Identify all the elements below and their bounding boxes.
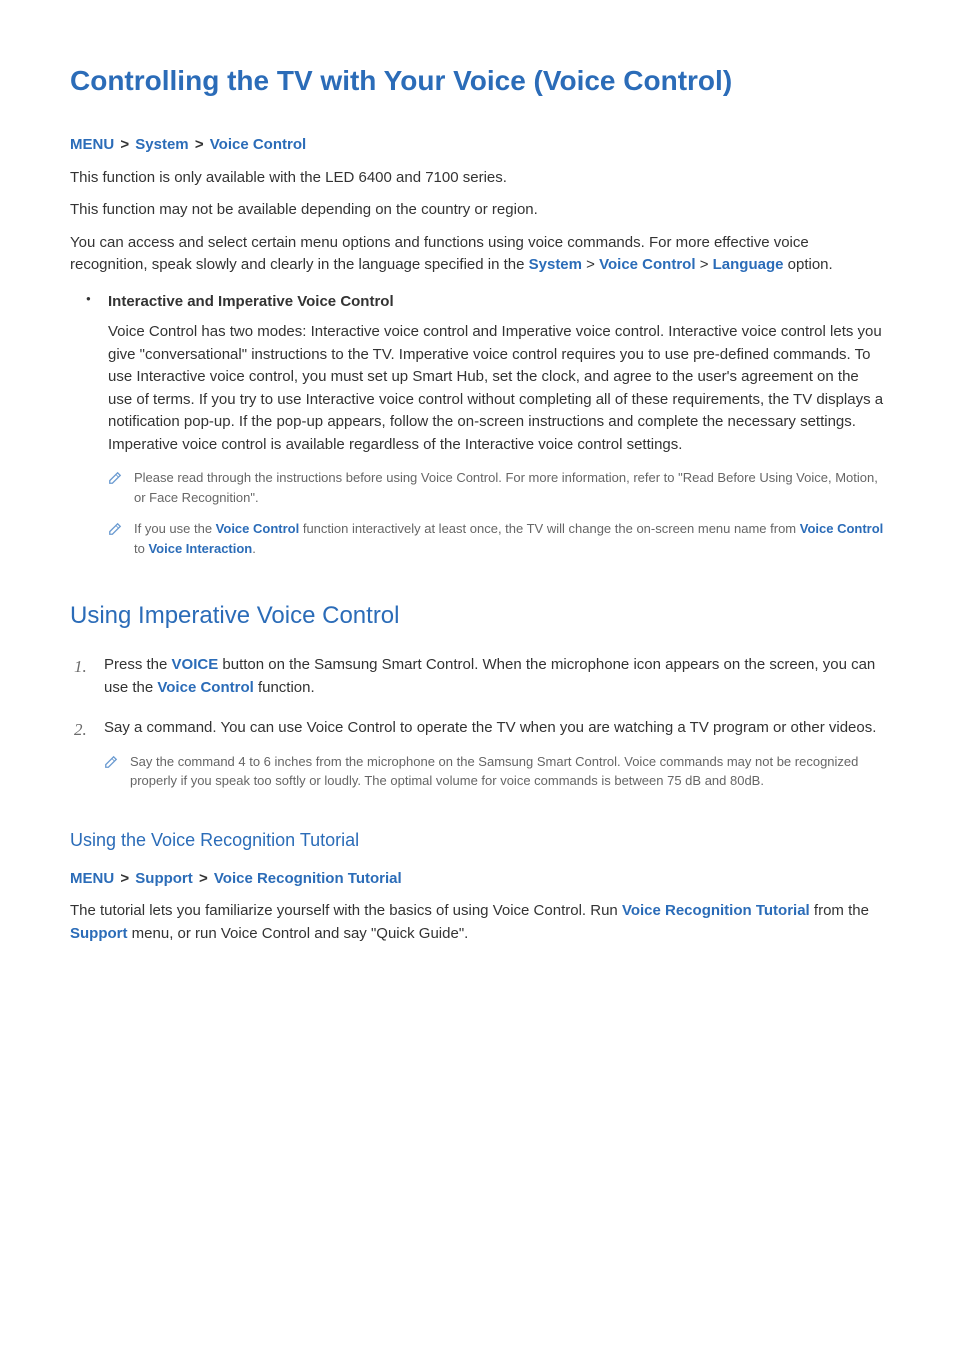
bullet-body: Voice Control has two modes: Interactive… — [108, 321, 884, 456]
step-item: Say a command. You can use Voice Control… — [70, 717, 884, 791]
pencil-icon — [104, 754, 118, 777]
body-text: The tutorial lets you familiarize yourse… — [70, 900, 884, 945]
text: If you use the — [134, 521, 216, 536]
pencil-icon — [108, 521, 122, 544]
breadcrumb-sep: > — [197, 870, 210, 887]
breadcrumb-item: Voice Control — [210, 136, 306, 153]
menu-term: Support — [70, 925, 128, 942]
breadcrumb: MENU > System > Voice Control — [70, 134, 884, 157]
text: You can access and select certain menu o… — [70, 234, 809, 274]
menu-term: Voice Control — [157, 679, 253, 696]
page-title: Controlling the TV with Your Voice (Voic… — [70, 60, 884, 102]
note: If you use the Voice Control function in… — [108, 519, 884, 558]
note-text: Say the command 4 to 6 inches from the m… — [130, 752, 884, 791]
breadcrumb-item: System — [135, 136, 188, 153]
body-text: This function may not be available depen… — [70, 199, 884, 222]
text: Say a command. You can use Voice Control… — [104, 719, 876, 736]
breadcrumb: MENU > Support > Voice Recognition Tutor… — [70, 868, 884, 891]
menu-path: Voice Control — [599, 256, 695, 273]
list-item: Interactive and Imperative Voice Control… — [108, 291, 884, 559]
text: function. — [254, 679, 315, 696]
section-heading: Using Imperative Voice Control — [70, 598, 884, 634]
numbered-list: Press the VOICE button on the Samsung Sm… — [70, 654, 884, 791]
breadcrumb-item: Voice Recognition Tutorial — [214, 870, 402, 887]
text: menu, or run Voice Control and say "Quic… — [128, 925, 469, 942]
breadcrumb-item: MENU — [70, 136, 114, 153]
text: The tutorial lets you familiarize yourse… — [70, 902, 622, 919]
text: option. — [783, 256, 832, 273]
breadcrumb-sep: > — [193, 136, 206, 153]
body-text: This function is only available with the… — [70, 167, 884, 190]
step-item: Press the VOICE button on the Samsung Sm… — [70, 654, 884, 699]
breadcrumb-sep: > — [118, 870, 131, 887]
menu-term: Voice Control — [800, 521, 884, 536]
note-text: Please read through the instructions bef… — [134, 468, 884, 507]
breadcrumb-item: MENU — [70, 870, 114, 887]
button-name: VOICE — [172, 656, 219, 673]
body-text: You can access and select certain menu o… — [70, 232, 884, 277]
breadcrumb-sep: > — [118, 136, 131, 153]
text: function interactively at least once, th… — [299, 521, 800, 536]
note: Please read through the instructions bef… — [108, 468, 884, 507]
menu-path: System — [529, 256, 582, 273]
text: to — [134, 541, 148, 556]
text: from the — [810, 902, 869, 919]
bullet-heading: Interactive and Imperative Voice Control — [108, 291, 884, 314]
breadcrumb-item: Support — [135, 870, 193, 887]
menu-term: Voice Recognition Tutorial — [622, 902, 810, 919]
text: Press the — [104, 656, 172, 673]
note: Say the command 4 to 6 inches from the m… — [104, 752, 884, 791]
text: . — [252, 541, 256, 556]
subsection-heading: Using the Voice Recognition Tutorial — [70, 827, 884, 854]
menu-path: Language — [713, 256, 784, 273]
menu-term: Voice Interaction — [148, 541, 252, 556]
menu-term: Voice Control — [216, 521, 300, 536]
pencil-icon — [108, 470, 122, 493]
bullet-list: Interactive and Imperative Voice Control… — [70, 291, 884, 559]
note-text: If you use the Voice Control function in… — [134, 519, 884, 558]
